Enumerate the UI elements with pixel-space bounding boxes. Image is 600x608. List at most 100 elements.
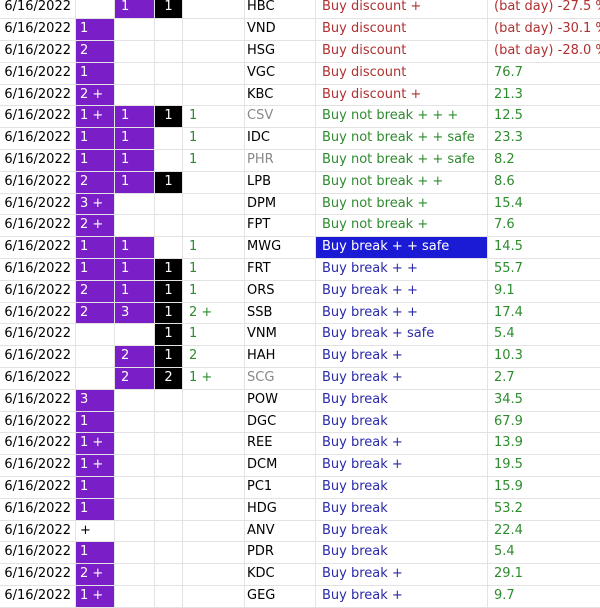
ticker-cell[interactable]: DGC: [245, 411, 316, 433]
signal-cell[interactable]: Buy break + +: [316, 259, 488, 280]
value-cell[interactable]: 9.7: [494, 588, 515, 603]
signal-count-b-cell[interactable]: 1: [115, 171, 155, 193]
table-row[interactable]: 6/16/2022 + ANV Buy break 22.4: [0, 520, 600, 543]
signal-count-c-cell[interactable]: [155, 237, 183, 258]
signal-cell[interactable]: Buy break: [316, 411, 488, 433]
signal-cell[interactable]: Buy discount: [316, 62, 488, 84]
table-row[interactable]: 6/16/2022 2 HSG Buy discount (bat day) -28.0…: [0, 41, 600, 63]
signal-count-c-cell[interactable]: [155, 542, 183, 564]
signal-count-a-cell[interactable]: +: [76, 520, 115, 542]
value-cell[interactable]: 22.4: [494, 522, 523, 538]
table-row[interactable]: 6/16/2022 1 1 1 IDC Buy not break + + safe 23.…: [0, 128, 600, 150]
date-cell[interactable]: 6/16/2022: [0, 368, 76, 389]
table-row[interactable]: 6/16/2022 1 + GEG Buy break + 9.7: [0, 586, 600, 608]
signal-count-d-cell[interactable]: 1: [183, 128, 245, 149]
ticker-cell[interactable]: HDG: [245, 498, 316, 520]
signal-count-a-cell[interactable]: 1: [76, 128, 115, 149]
table-row[interactable]: 6/16/2022 3 POW Buy break 34.5: [0, 389, 600, 412]
signal-count-a-cell[interactable]: 1: [76, 542, 115, 564]
signal-count-a-cell[interactable]: 2: [76, 41, 115, 62]
signal-cell[interactable]: Buy discount: [316, 41, 488, 62]
signal-cell[interactable]: Buy not break + + safe: [316, 150, 488, 171]
signal-count-c-cell[interactable]: 2: [155, 368, 183, 389]
value-cell[interactable]: 2.7: [494, 370, 515, 385]
signal-cell[interactable]: Buy break +: [316, 586, 488, 607]
date-cell[interactable]: 6/16/2022: [0, 41, 76, 62]
signal-count-b-cell[interactable]: 1: [115, 280, 155, 302]
signal-count-a-cell[interactable]: 3 +: [76, 193, 115, 215]
signal-count-c-cell[interactable]: [155, 19, 183, 40]
signal-count-c-cell[interactable]: [155, 520, 183, 542]
value-cell[interactable]: 13.9: [494, 435, 523, 451]
signal-count-d-cell[interactable]: [183, 520, 245, 542]
signal-count-a-cell[interactable]: 1: [76, 237, 115, 258]
ticker-cell[interactable]: VNM: [245, 324, 316, 346]
signal-cell[interactable]: Buy discount: [316, 19, 488, 40]
ticker-cell[interactable]: FRT: [245, 259, 316, 280]
value-cell[interactable]: 29.1: [494, 566, 523, 582]
value-cell[interactable]: (bat day) -28.0 %: [494, 43, 600, 58]
table-row[interactable]: 6/16/2022 1 1 1 1 FRT Buy break + +55.7: [0, 259, 600, 281]
value-cell[interactable]: 8.6: [494, 173, 515, 189]
signal-count-c-cell[interactable]: [155, 193, 183, 215]
ticker-cell[interactable]: ORS: [245, 280, 316, 302]
table-row[interactable]: 6/16/2022 1 1 1 MWG Buy break + + safe 14.5: [0, 237, 600, 259]
date-cell[interactable]: 6/16/2022: [0, 0, 76, 19]
date-cell[interactable]: 6/16/2022: [0, 150, 76, 171]
value-cell[interactable]: 14.5: [494, 239, 523, 255]
signal-count-b-cell[interactable]: [115, 455, 155, 476]
date-cell[interactable]: 6/16/2022: [0, 106, 76, 128]
signal-count-c-cell[interactable]: [155, 150, 183, 171]
value-cell[interactable]: 12.5: [494, 108, 523, 124]
signal-cell[interactable]: Buy break: [316, 542, 488, 564]
signal-count-a-cell[interactable]: 1 +: [76, 586, 115, 607]
value-cell[interactable]: 34.5: [494, 391, 523, 407]
signal-cell[interactable]: Buy break + safe: [316, 324, 488, 346]
ticker-cell[interactable]: GEG: [245, 586, 316, 607]
signal-count-d-cell[interactable]: [183, 411, 245, 433]
signal-count-a-cell[interactable]: 2: [76, 171, 115, 193]
signal-count-a-cell[interactable]: 2 +: [76, 215, 115, 237]
signal-cell[interactable]: Buy break +: [316, 346, 488, 367]
signal-count-d-cell[interactable]: [183, 0, 245, 19]
value-cell[interactable]: 9.1: [494, 282, 515, 298]
date-cell[interactable]: 6/16/2022: [0, 586, 76, 607]
signal-count-b-cell[interactable]: [115, 411, 155, 433]
signal-cell[interactable]: Buy break + +: [316, 302, 488, 324]
table-row[interactable]: 6/16/2022 1 1 HBC Buy discount + (bat day) -2…: [0, 0, 600, 20]
table-row[interactable]: 6/16/2022 1 HDG Buy break 53.2: [0, 498, 600, 521]
signal-count-c-cell[interactable]: [155, 215, 183, 237]
signal-count-a-cell[interactable]: 1: [76, 411, 115, 433]
table-row[interactable]: 6/16/2022 1 DGC Buy break 67.9: [0, 411, 600, 434]
signal-count-b-cell[interactable]: [115, 193, 155, 215]
ticker-cell[interactable]: ANV: [245, 520, 316, 542]
value-cell[interactable]: (bat day) -27.5 %: [494, 0, 600, 15]
signal-count-b-cell[interactable]: [115, 586, 155, 607]
signal-count-c-cell[interactable]: [155, 411, 183, 433]
table-row[interactable]: 6/16/2022 1 VND Buy discount (bat day) -30.1…: [0, 19, 600, 41]
date-cell[interactable]: 6/16/2022: [0, 193, 76, 215]
value-cell[interactable]: 5.4: [494, 326, 515, 342]
date-cell[interactable]: 6/16/2022: [0, 564, 76, 585]
table-row[interactable]: 6/16/2022 1 PC1 Buy break 15.9: [0, 477, 600, 499]
signal-count-a-cell[interactable]: [76, 324, 115, 346]
ticker-cell[interactable]: SCG: [245, 368, 316, 389]
signal-count-a-cell[interactable]: 2 +: [76, 564, 115, 585]
ticker-cell[interactable]: KDC: [245, 564, 316, 585]
date-cell[interactable]: 6/16/2022: [0, 542, 76, 564]
signal-count-c-cell[interactable]: [155, 389, 183, 411]
ticker-cell[interactable]: PC1: [245, 477, 316, 498]
date-cell[interactable]: 6/16/2022: [0, 171, 76, 193]
date-cell[interactable]: 6/16/2022: [0, 324, 76, 346]
table-row[interactable]: 6/16/2022 1 + REE Buy break + 13.9: [0, 433, 600, 456]
signal-cell[interactable]: Buy not break +: [316, 193, 488, 215]
signal-count-d-cell[interactable]: [183, 498, 245, 520]
ticker-cell[interactable]: LPB: [245, 171, 316, 193]
signal-count-d-cell[interactable]: [183, 215, 245, 237]
ticker-cell[interactable]: KBC: [245, 84, 316, 106]
value-cell[interactable]: 15.9: [494, 479, 523, 494]
value-cell[interactable]: 8.2: [494, 152, 515, 167]
table-row[interactable]: 6/16/2022 1 +1 1 1 CSV Buy not break + + +12.…: [0, 106, 600, 129]
signal-cell[interactable]: Buy break: [316, 520, 488, 542]
signal-cell[interactable]: Buy break +: [316, 455, 488, 476]
